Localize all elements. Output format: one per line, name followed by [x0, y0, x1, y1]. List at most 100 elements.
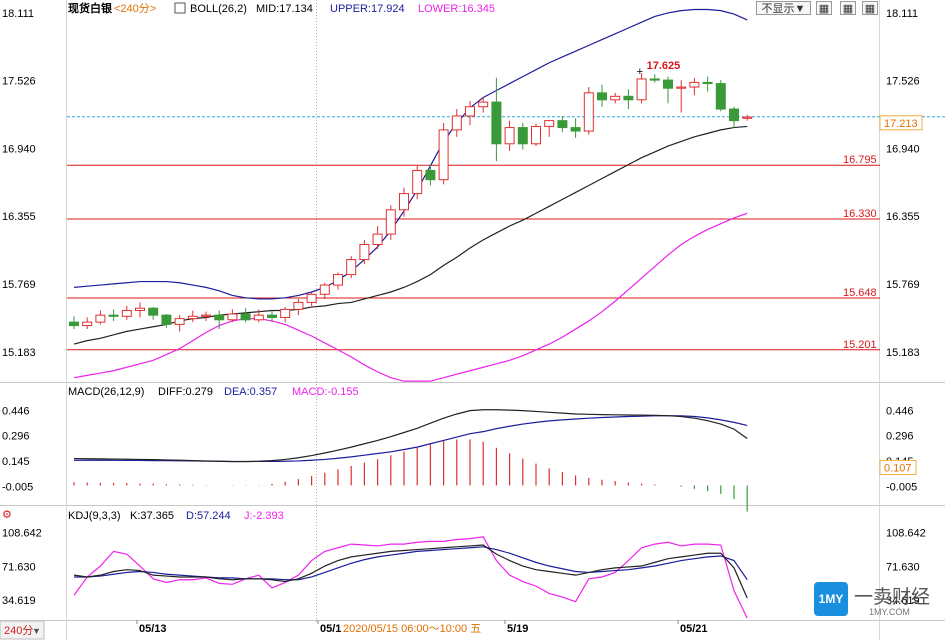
grid-toggle-button[interactable]: ▦: [816, 1, 832, 15]
boll-mid-value: MID:17.134: [256, 3, 313, 15]
macd-current-box: [879, 459, 917, 475]
candle: [385, 205, 396, 240]
grid-toggle-button-2[interactable]: ▦: [840, 1, 856, 15]
level-label: 16.795: [843, 154, 877, 166]
kdj-j-value: J:-2.393: [244, 510, 284, 522]
candle-body: [121, 310, 132, 317]
candle-body: [663, 79, 673, 89]
candle: [214, 310, 225, 330]
y-tick-right: 15.769: [886, 279, 920, 291]
candle-body: [676, 86, 687, 89]
kdj-d-line: [74, 546, 748, 581]
candle: [108, 309, 119, 321]
kdj-y-tick-left: 34.619: [2, 595, 36, 607]
candle: [676, 80, 687, 113]
candle-body: [333, 274, 343, 286]
candle-body: [465, 106, 475, 117]
kdj-y-tick-right: 108.642: [886, 528, 926, 540]
period-select-label: 240分: [4, 624, 33, 637]
macd-y-tick-right: 0.296: [886, 431, 914, 443]
candle-body: [570, 127, 581, 132]
candle: [135, 302, 145, 318]
macd-y-tick-right: 0.446: [886, 405, 914, 417]
candle-body: [82, 321, 93, 327]
candle-body: [689, 81, 700, 88]
period-label: <240分>: [114, 2, 156, 15]
candle: [610, 92, 621, 104]
candle-body: [531, 125, 541, 145]
candle-body: [715, 83, 726, 110]
candle: [729, 106, 739, 128]
candle-body: [451, 115, 462, 131]
candle: [623, 89, 634, 110]
candle: [649, 74, 660, 83]
y-tick-left: 17.526: [2, 76, 36, 88]
boll-upper-value: UPPER:17.924: [330, 3, 405, 15]
candle-body: [583, 92, 594, 132]
hide-indicator-dropdown[interactable]: 不显示▼: [756, 1, 811, 15]
candle-body: [161, 314, 172, 325]
level-label: 15.648: [843, 287, 877, 299]
y-tick-right: 17.526: [886, 76, 920, 88]
candle: [293, 298, 304, 316]
max-marker-icon: +: [637, 66, 643, 78]
date-label: 5/19: [507, 623, 528, 635]
candle: [240, 308, 251, 323]
settings-gear-icon[interactable]: ⚙: [2, 509, 12, 521]
candle-body: [438, 129, 449, 181]
symbol-title: 现货白银: [68, 1, 113, 15]
candle-body: [649, 78, 660, 81]
period-dropdown-icon: ▼: [32, 626, 41, 636]
y-tick-right: 18.111: [886, 8, 918, 20]
candle-body: [280, 308, 291, 318]
candle: [412, 165, 423, 200]
macd-dea-value: DEA:0.357: [224, 386, 277, 398]
candle: [689, 77, 700, 96]
macd-y-tick-left: 0.145: [2, 456, 30, 468]
candle: [148, 307, 159, 320]
macd-current-label: 0.107: [884, 462, 912, 474]
candle-body: [702, 81, 713, 85]
period-select-button[interactable]: [0, 620, 45, 640]
candle: [557, 116, 568, 133]
boll-upper-line: [73, 8, 748, 300]
kdj-y-tick-left: 108.642: [2, 528, 42, 540]
grid-toggle-button-3[interactable]: ▦: [862, 1, 878, 15]
candle-body: [187, 315, 198, 320]
date-label: 05/21: [680, 623, 708, 635]
candle-body: [346, 259, 357, 276]
candle: [465, 100, 475, 126]
y-tick-right: 16.940: [886, 143, 920, 155]
current-price-label: 17.213: [884, 118, 918, 130]
y-tick-left: 15.183: [2, 347, 36, 359]
candle-body: [240, 313, 251, 321]
boll-name: BOLL(26,2): [190, 3, 247, 15]
candle: [372, 226, 383, 250]
candle-body: [135, 307, 145, 312]
candle-body: [597, 92, 607, 101]
candle-body: [148, 307, 159, 316]
candle: [306, 292, 317, 306]
indicator-switch-icon[interactable]: [174, 2, 186, 14]
candle-body: [504, 127, 515, 145]
candle: [491, 77, 502, 162]
candle: [583, 87, 594, 135]
kdj-d-value: D:57.244: [186, 510, 231, 522]
price-panel: 18.111 18.111 17.526 17.526 16.940 16.940 16.3…: [2, 8, 945, 382]
watermark-logo: 1MY 一卖财经 1MY.COM: [814, 582, 940, 620]
macd-macd-value: MACD:-0.155: [292, 386, 359, 398]
candle-body: [201, 314, 211, 317]
current-price-box: [879, 115, 923, 131]
candle-body: [108, 314, 119, 317]
kdj-k-line: [73, 544, 748, 599]
candle: [438, 122, 449, 185]
candle-body: [517, 127, 528, 145]
max-marker-label: 17.625: [647, 60, 681, 72]
macd-y-tick-left: 0.446: [2, 405, 30, 417]
candle: [174, 315, 185, 332]
y-tick-left: 16.355: [2, 211, 36, 223]
macd-diff-value: DIFF:0.279: [158, 386, 213, 398]
candle-body: [253, 314, 264, 321]
